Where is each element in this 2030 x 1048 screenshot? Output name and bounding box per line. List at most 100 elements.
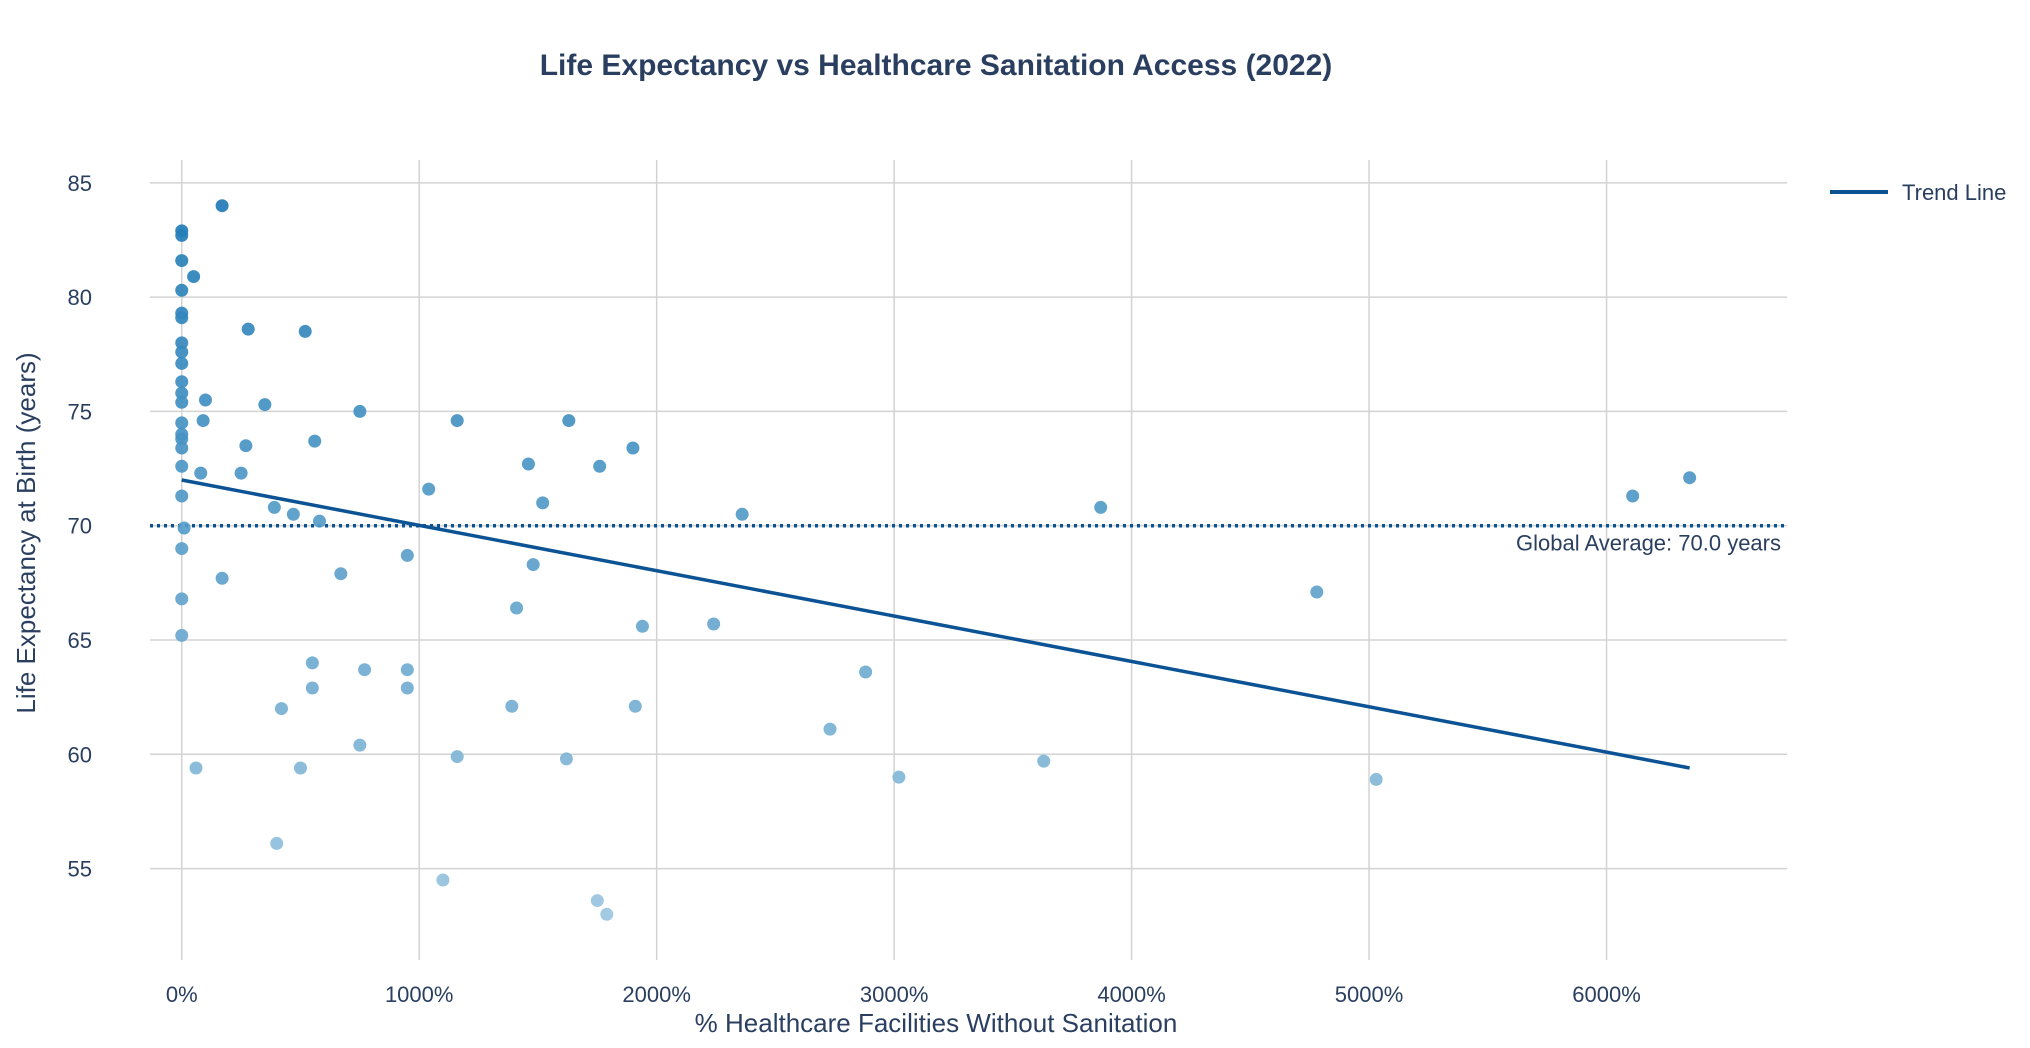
data-point[interactable] <box>175 386 189 400</box>
data-point[interactable] <box>626 441 640 455</box>
x-tick-label: 2000% <box>622 982 691 1007</box>
data-point[interactable] <box>305 656 319 670</box>
data-point[interactable] <box>353 738 367 752</box>
data-point[interactable] <box>286 507 300 521</box>
data-point[interactable] <box>258 398 272 412</box>
data-point[interactable] <box>312 514 326 528</box>
data-point[interactable] <box>735 507 749 521</box>
data-point[interactable] <box>298 324 312 338</box>
data-point[interactable] <box>175 395 189 409</box>
data-point[interactable] <box>293 761 307 775</box>
data-point[interactable] <box>196 414 210 428</box>
data-point[interactable] <box>400 548 414 562</box>
data-point[interactable] <box>175 228 189 242</box>
data-point[interactable] <box>175 592 189 606</box>
legend-trend-line-label: Trend Line <box>1902 180 2006 205</box>
data-point[interactable] <box>267 500 281 514</box>
data-point[interactable] <box>175 628 189 642</box>
trend-line <box>181 478 1690 770</box>
data-point[interactable] <box>175 254 189 268</box>
data-point[interactable] <box>536 496 550 510</box>
x-axis-ticks: 0% 1000% 2000% 3000% 4000% 5000% 6000% <box>166 982 1641 1007</box>
data-point[interactable] <box>600 907 614 921</box>
data-point[interactable] <box>400 681 414 695</box>
data-point[interactable] <box>1310 585 1324 599</box>
data-point[interactable] <box>274 702 288 716</box>
data-point[interactable] <box>189 761 203 775</box>
data-point[interactable] <box>175 283 189 297</box>
data-point[interactable] <box>177 521 191 535</box>
data-points <box>175 199 1697 921</box>
data-point[interactable] <box>234 466 248 480</box>
data-point[interactable] <box>400 663 414 677</box>
data-point[interactable] <box>175 542 189 556</box>
x-tick-label: 3000% <box>860 982 929 1007</box>
y-tick-label: 75 <box>68 399 92 424</box>
data-point[interactable] <box>175 336 189 350</box>
x-tick-label: 0% <box>166 982 198 1007</box>
x-axis-title: % Healthcare Facilities Without Sanitati… <box>695 1008 1178 1038</box>
chart-title: Life Expectancy vs Healthcare Sanitation… <box>540 49 1333 82</box>
data-point[interactable] <box>422 482 436 496</box>
data-point[interactable] <box>562 414 576 428</box>
data-point[interactable] <box>358 663 372 677</box>
data-point[interactable] <box>823 722 837 736</box>
data-point[interactable] <box>450 414 464 428</box>
data-point[interactable] <box>559 752 573 766</box>
data-point[interactable] <box>628 699 642 713</box>
data-point[interactable] <box>1626 489 1640 503</box>
data-point[interactable] <box>892 770 906 784</box>
data-point[interactable] <box>593 459 607 473</box>
data-point[interactable] <box>241 322 255 336</box>
data-point[interactable] <box>175 432 189 446</box>
trend-line-group <box>181 478 1690 770</box>
data-point[interactable] <box>334 567 348 581</box>
data-point[interactable] <box>239 439 253 453</box>
data-point[interactable] <box>175 311 189 325</box>
data-point[interactable] <box>859 665 873 679</box>
data-point[interactable] <box>305 681 319 695</box>
x-tick-label: 1000% <box>385 982 454 1007</box>
data-point[interactable] <box>436 873 450 887</box>
data-point[interactable] <box>175 345 189 359</box>
legend[interactable]: Trend Line <box>1830 180 2006 205</box>
x-tick-label: 5000% <box>1335 982 1404 1007</box>
data-point[interactable] <box>215 571 229 585</box>
data-point[interactable] <box>450 750 464 764</box>
y-tick-label: 60 <box>68 742 92 767</box>
data-point[interactable] <box>194 466 208 480</box>
data-point[interactable] <box>1683 471 1697 485</box>
data-point[interactable] <box>1094 500 1108 514</box>
global-average-label: Global Average: 70.0 years <box>1516 531 1781 556</box>
data-point[interactable] <box>635 619 649 633</box>
data-point[interactable] <box>175 356 189 370</box>
x-tick-label: 6000% <box>1572 982 1641 1007</box>
data-point[interactable] <box>353 404 367 418</box>
data-point[interactable] <box>175 459 189 473</box>
data-point[interactable] <box>175 416 189 430</box>
data-point[interactable] <box>215 199 229 213</box>
y-tick-label: 80 <box>68 285 92 310</box>
data-point[interactable] <box>1369 772 1383 786</box>
data-point[interactable] <box>175 489 189 503</box>
grid-lines <box>150 160 1787 960</box>
y-tick-label: 65 <box>68 628 92 653</box>
data-point[interactable] <box>510 601 524 615</box>
x-tick-label: 4000% <box>1097 982 1166 1007</box>
y-tick-label: 85 <box>68 171 92 196</box>
data-point[interactable] <box>707 617 721 631</box>
y-axis-title: Life Expectancy at Birth (years) <box>11 352 41 713</box>
data-point[interactable] <box>187 270 201 284</box>
data-point[interactable] <box>521 457 535 471</box>
data-point[interactable] <box>505 699 519 713</box>
data-point[interactable] <box>308 434 322 448</box>
data-point[interactable] <box>1037 754 1051 768</box>
data-point[interactable] <box>590 894 604 908</box>
y-axis-ticks: 55 60 65 70 75 80 85 <box>68 171 92 882</box>
data-point[interactable] <box>175 441 189 455</box>
data-point[interactable] <box>198 393 212 407</box>
data-point[interactable] <box>270 836 284 850</box>
data-point[interactable] <box>175 375 189 389</box>
data-point[interactable] <box>526 558 540 572</box>
